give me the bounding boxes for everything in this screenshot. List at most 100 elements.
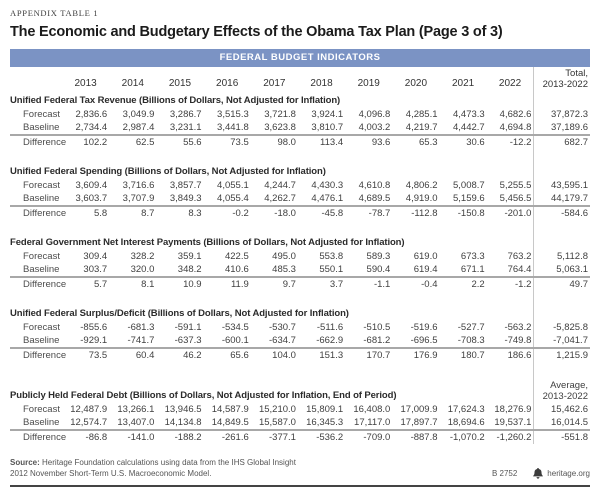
spacer-divider-cell [533,291,590,305]
heritage-url: heritage.org [547,469,590,478]
value-cell: -377.1 [250,429,298,444]
value-cell: 4,682.6 [499,109,532,120]
value-cell: 3,441.8 [217,122,249,133]
title-divider-cell [533,305,590,320]
table-banner: FEDERAL BUDGET INDICATORS [10,49,590,67]
year-header: 2015 [168,78,192,89]
value-cell: -887.8 [392,429,440,444]
value-cell: 12,574.7 [70,417,108,428]
value-cell: 73.5 [62,347,110,362]
value-cell: -741.7 [127,335,155,346]
year-header: 2013 [74,78,97,89]
row-label: Forecast [23,404,60,415]
row-label: Difference [10,276,66,291]
value-cell: 93.6 [345,134,393,149]
baseline-row: Baseline 2,734.4 2,987.4 3,231.1 3,441.8 3,62… [10,121,590,135]
value-cell: -0.2 [203,205,251,220]
total-value-cell: 37,872.3 [533,107,590,121]
title-divider-cell [533,163,590,178]
value-cell: 4,473.3 [452,109,485,120]
section-title: Unified Federal Surplus/Deficit (Billion… [10,308,349,319]
value-cell: 11.9 [203,276,251,291]
value-cell: -637.3 [174,335,202,346]
value-cell: 328.2 [130,251,155,262]
section-spacer-row [10,291,590,305]
value-cell: 4,096.8 [358,109,391,120]
spacer-divider-cell [533,149,590,163]
value-cell: 422.5 [224,251,249,262]
appendix-table-label: APPENDIX TABLE 1 [10,8,99,18]
value-cell: 4,262.7 [264,193,296,204]
total-header-line1: Total, [565,68,588,79]
value-cell: -634.7 [269,335,296,346]
value-cell: 17,897.7 [400,417,438,428]
year-header: 2016 [216,78,239,89]
total-value-cell: 1,215.9 [533,347,590,362]
value-cell: -855.6 [80,322,108,333]
section-spacer-row [10,220,590,234]
total-value-cell: 16,014.5 [533,416,590,430]
source-label: Source: [10,458,40,467]
value-cell: 4,285.1 [405,109,438,120]
value-cell: 673.3 [460,251,485,262]
spacer-cell [10,362,534,376]
value-cell: 13,946.5 [164,404,202,415]
budget-table: 2013 2014 2015 2016 2017 2018 2019 2020 2021 2022… [10,67,590,444]
section-title-row: Unified Federal Spending (Billions of Do… [10,163,590,178]
value-cell: 14,849.5 [211,417,249,428]
value-cell: 17,009.9 [400,404,438,415]
value-cell: 46.2 [156,347,204,362]
value-cell: -563.2 [504,322,532,333]
value-cell: 104.0 [250,347,298,362]
value-cell: 60.4 [109,347,157,362]
forecast-row: Forecast 309.4 328.2 359.1 422.5 495.0 553.8 58… [10,249,590,263]
spacer-divider-cell [533,362,590,376]
value-cell: 4,003.2 [358,122,391,133]
value-cell: 15,809.1 [306,404,344,415]
value-cell: 309.4 [83,251,108,262]
value-cell: 13,407.0 [117,417,155,428]
value-cell: 2.2 [439,276,487,291]
row-label: Difference [10,134,66,149]
row-label: Difference [10,429,66,444]
forecast-row: Forecast 3,609.4 3,716.6 3,857.7 4,055.1 4,24… [10,178,590,192]
source-line1: Heritage Foundation calculations using d… [39,458,296,467]
value-cell: -696.5 [410,335,438,346]
value-cell: -1,260.2 [486,429,534,444]
value-cell: -1,070.2 [439,429,487,444]
value-cell: 14,587.9 [211,404,249,415]
value-cell: 62.5 [109,134,157,149]
spacer-divider-cell [533,220,590,234]
section-title-row: Unified Federal Tax Revenue (Billions of… [10,92,590,107]
value-cell: 3,623.8 [264,122,296,133]
value-cell: 5.8 [62,205,110,220]
spacer-cell [10,220,534,234]
total-value-cell: -551.8 [533,429,590,444]
value-cell: 3,721.8 [264,109,296,120]
value-cell: -708.3 [457,335,485,346]
value-cell: 553.8 [319,251,344,262]
value-cell: -12.2 [486,134,534,149]
value-cell: -1.1 [345,276,393,291]
value-cell: 3,924.1 [311,109,344,120]
value-cell: 550.1 [319,264,344,275]
difference-row: Difference 5.8 8.7 8.3 -0.2 -18.0 -45.8 -78.7 -1… [10,205,590,220]
average-header-line1: Average, [550,380,588,391]
value-cell: 15,587.0 [258,417,296,428]
value-cell: -591.1 [174,322,202,333]
value-cell: -1.2 [486,276,534,291]
average-header-line2: 2013-2022 [542,390,588,402]
value-cell: 619.4 [413,264,438,275]
row-label: Forecast [23,322,60,333]
year-header: 2018 [310,78,333,89]
value-cell: 3,716.6 [122,180,155,191]
value-cell: 3.7 [297,276,346,291]
row-label: Baseline [23,335,60,346]
row-label: Forecast [23,251,60,262]
value-cell: -681.2 [363,335,391,346]
forecast-row: Forecast 2,836.6 3,049.9 3,286.7 3,515.3 3,72… [10,107,590,121]
baseline-row: Baseline 12,574.7 13,407.0 14,134.8 14,849.5… [10,416,590,430]
value-cell: 3,857.7 [169,180,202,191]
footer: Source: Heritage Foundation calculations… [10,458,590,479]
year-header-row: 2013 2014 2015 2016 2017 2018 2019 2020 2021 2022… [10,67,590,92]
